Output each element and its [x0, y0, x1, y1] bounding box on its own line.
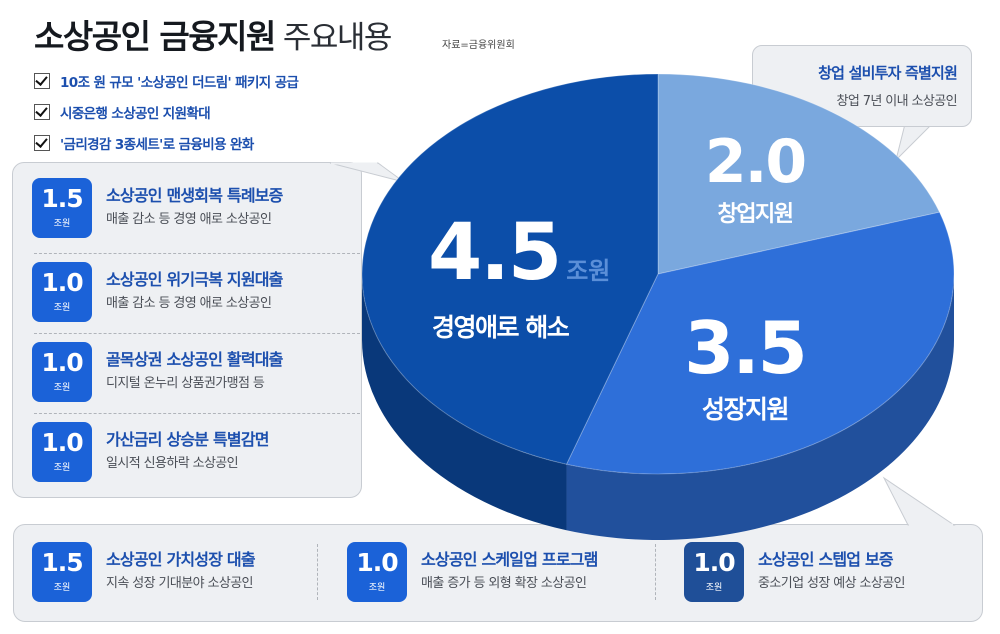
item-name: 소상공인 맨생회복 특례보증	[106, 186, 283, 205]
pie-side-성장지원	[566, 274, 954, 540]
slice-label: 성장지원	[701, 395, 790, 424]
amount-badge: 1.0 조원	[684, 542, 744, 602]
slice-value: 3.5	[684, 306, 808, 390]
checklist: 10조 원 규모 '소상공인 더드림' 패키지 공급 시중은행 소상공인 지원확…	[34, 68, 299, 161]
checkbox-icon	[34, 72, 50, 89]
divider	[655, 544, 656, 600]
source-note: 자료=금융위원회	[442, 40, 515, 51]
item-desc: 지속 성장 기대분야 소상공인	[106, 576, 254, 591]
check-item: 10조 원 규모 '소상공인 더드림' 패키지 공급	[34, 68, 299, 93]
item-name: 골목상권 소상공인 활력대출	[106, 350, 283, 369]
amount-badge: 1.0 조원	[347, 542, 407, 602]
slice-label: 경영애로 해소	[432, 313, 570, 342]
badge-amount: 1.5	[41, 184, 83, 213]
badge-unit: 조원	[53, 303, 71, 313]
badge-amount: 1.0	[693, 548, 735, 577]
badge-unit: 조원	[53, 383, 71, 393]
item-desc: 매출 감소 등 경영 애로 소상공인	[106, 296, 272, 311]
slice-value: 2.0	[704, 127, 807, 197]
pie-label-dark: 4.5 조원	[428, 208, 610, 298]
pie-label-light: 2.0 창업지원	[700, 130, 810, 228]
check-item: '금리경감 3종세트'로 금융비용 완화	[34, 130, 298, 155]
pie-slice-성장지원	[565, 211, 955, 475]
badge-unit: 조원	[53, 583, 71, 593]
item-desc: 매출 감소 등 경영 애로 소상공인	[106, 212, 272, 227]
check-item: 시중은행 소상공인 지원확대	[34, 99, 298, 124]
bubble-desc: 창업 7년 이내 소상공인	[836, 94, 957, 109]
check-text: 10조 원 규모 '소상공인 더드림' 패키지 공급	[60, 74, 299, 91]
title-light: 주요내용	[282, 20, 393, 56]
checkbox-icon	[34, 134, 50, 151]
divider	[34, 333, 360, 334]
badge-unit: 조원	[368, 583, 386, 593]
item-name: 소상공인 가치성장 대출	[106, 550, 256, 569]
page-title: 소상공인 금융지원 주요내용	[34, 10, 393, 58]
amount-badge: 1.0 조원	[32, 342, 92, 402]
bubble-pointer-joint	[906, 123, 931, 126]
item-name: 소상공인 위기극복 지원대출	[106, 270, 283, 289]
badge-amount: 1.0	[356, 548, 398, 577]
check-text: '금리경감 3종세트'로 금융비용 완화	[60, 136, 254, 153]
amount-badge: 1.5 조원	[32, 542, 92, 602]
bottom-panel	[13, 524, 983, 622]
item-desc: 디지털 온누리 상품권가맹점 등	[106, 376, 265, 391]
check-text: 시중은행 소상공인 지원확대	[60, 105, 211, 122]
amount-badge: 1.0 조원	[32, 422, 92, 482]
item-desc: 매출 증가 등 외형 확장 소상공인	[421, 576, 587, 591]
bubble-name: 창업 설비투자 즉별지원	[818, 64, 958, 82]
divider	[34, 413, 360, 414]
badge-amount: 1.5	[41, 548, 83, 577]
badge-amount: 1.0	[41, 268, 83, 297]
badge-amount: 1.0	[41, 348, 83, 377]
item-name: 소상공인 스케일업 프로그램	[421, 550, 598, 569]
checkbox-icon	[34, 103, 50, 120]
slice-label: 창업지원	[717, 202, 794, 227]
pie-slice-경영애로 해소	[361, 73, 659, 465]
badge-unit: 조원	[53, 219, 71, 229]
pie-label-mid: 3.5 성장지원	[680, 310, 810, 426]
badge-unit: 조원	[705, 583, 723, 593]
item-desc: 일시적 신용하락 소상공인	[106, 456, 239, 471]
badge-unit: 조원	[53, 463, 71, 473]
slice-unit: 조원	[566, 257, 611, 285]
pie-label-dark-name: 경영애로 해소	[432, 308, 570, 344]
title-bold: 소상공인 금융지원	[34, 17, 276, 56]
pie-slice-창업지원	[657, 73, 941, 275]
divider	[34, 253, 360, 254]
item-desc: 중소기업 성장 예상 소상공인	[758, 576, 906, 591]
divider	[317, 544, 318, 600]
item-name: 소상공인 스텝업 보증	[758, 550, 894, 569]
badge-amount: 1.0	[41, 428, 83, 457]
amount-badge: 1.0 조원	[32, 262, 92, 322]
item-name: 가산금리 상승분 특별감면	[106, 430, 269, 449]
pie-side-경영애로 해소	[362, 274, 567, 531]
amount-badge: 1.5 조원	[32, 178, 92, 238]
slice-value: 4.5	[428, 208, 562, 298]
